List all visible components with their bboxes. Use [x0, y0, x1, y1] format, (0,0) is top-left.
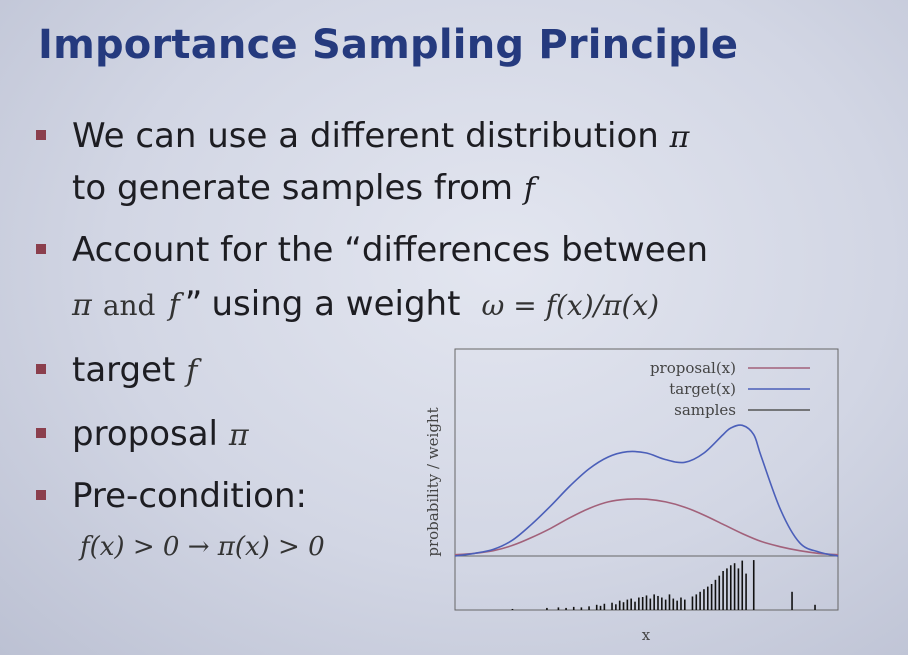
bullet-marker	[36, 130, 46, 140]
precondition-formula: f(x) > 0 → π(x) > 0	[80, 532, 325, 562]
series-curves	[454, 424, 839, 557]
bullet-marker	[36, 428, 46, 438]
slide-title: Importance Sampling Principle	[38, 22, 739, 68]
legend: proposal(x) target(x) samples	[650, 359, 810, 419]
bullet-2-text: Account for the “differences between	[72, 230, 709, 270]
weight-formula: ω = f(x)/π(x)	[481, 289, 660, 322]
legend-label: proposal(x)	[650, 359, 736, 377]
word-and: and	[102, 289, 156, 322]
bullet-4-label: proposal	[72, 414, 218, 454]
bullet-1-text: We can use a different distribution	[72, 116, 659, 156]
bullet-marker	[36, 490, 46, 500]
importance-sampling-chart: probability / weight x proposal(x) target…	[424, 348, 839, 644]
symbol-pi: π	[228, 418, 249, 453]
x-axis-label: x	[642, 626, 651, 644]
symbol-pi: π	[669, 120, 690, 155]
symbol-pi: π	[72, 288, 92, 323]
bullet-5-label: Pre-condition:	[72, 476, 307, 516]
series-line-proposal-x	[454, 498, 839, 556]
legend-label: samples	[674, 401, 736, 419]
bullet-3-label: target	[72, 350, 176, 390]
symbol-f: f	[523, 172, 535, 207]
bullet-marker	[36, 244, 46, 254]
symbol-f: f	[186, 354, 198, 389]
bullet-1-text-line2: to generate samples from	[72, 168, 514, 208]
series-line-target-x	[454, 424, 839, 557]
legend-label: target(x)	[669, 380, 736, 398]
symbol-f: f	[168, 288, 180, 323]
samples-impulses	[511, 560, 816, 610]
bullet-2-text-line2: using a weight	[211, 284, 461, 324]
y-axis-label: probability / weight	[424, 407, 442, 556]
closing-quote: ”	[184, 284, 203, 324]
bullet-marker	[36, 364, 46, 374]
